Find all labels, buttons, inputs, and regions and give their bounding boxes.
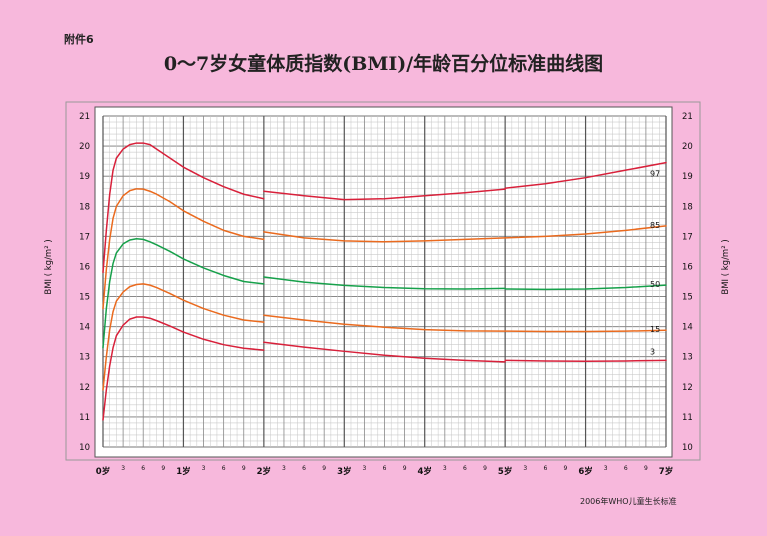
y-tick-label: 14 <box>79 323 90 333</box>
x-tick-label-month: 6 <box>463 465 467 472</box>
x-tick-label-year: 2岁 <box>257 466 271 477</box>
x-tick-label-month: 3 <box>523 465 527 472</box>
y-tick-label: 12 <box>682 383 693 393</box>
percentile-curves <box>102 142 667 421</box>
percentile-curve-p50 <box>102 238 265 349</box>
percentile-curve-p97 <box>504 161 667 189</box>
y-tick-label: 21 <box>79 112 90 122</box>
percentile-label-p15: 15 <box>650 325 660 334</box>
x-tick-label-month: 3 <box>282 465 286 472</box>
x-tick-label-year: 4岁 <box>418 466 432 477</box>
percentile-curve-p97 <box>263 188 506 201</box>
percentile-curve-p85 <box>263 231 506 243</box>
y-tick-label: 16 <box>682 262 693 272</box>
y-tick-label: 15 <box>79 293 90 303</box>
percentile-curve-p97 <box>102 142 265 274</box>
percentile-label-p50: 50 <box>650 280 660 289</box>
y-tick-label: 18 <box>79 202 90 212</box>
percentile-curve-p50 <box>263 276 506 290</box>
x-tick-label-month: 3 <box>443 465 447 472</box>
y-tick-label: 10 <box>79 443 90 453</box>
x-tick-label-month: 3 <box>202 465 206 472</box>
x-tick-label-month: 6 <box>383 465 387 472</box>
y-tick-label: 16 <box>79 262 90 272</box>
x-tick-label-month: 3 <box>121 465 125 472</box>
percentile-curve-p85 <box>102 188 265 310</box>
plot-frame-outer <box>65 101 701 461</box>
y-tick-label: 21 <box>682 112 693 122</box>
percentile-labels: 97 85 50 15 3 <box>650 170 660 357</box>
y-tick-labels-right: 10 11 12 13 14 15 16 17 18 19 20 21 <box>682 112 693 453</box>
x-tick-label-year: 6岁 <box>578 466 592 477</box>
percentile-curve-p15 <box>102 283 265 391</box>
y-tick-label: 19 <box>79 172 90 182</box>
x-tick-label-month: 9 <box>242 465 246 472</box>
x-tick-label-month: 6 <box>302 465 306 472</box>
grid-lines <box>102 115 667 448</box>
x-tick-label-year: 5岁 <box>498 466 512 477</box>
y-tick-label: 14 <box>682 323 693 333</box>
percentile-curve-p15 <box>263 314 506 332</box>
y-tick-label: 11 <box>79 413 90 423</box>
x-tick-label-month: 9 <box>403 465 407 472</box>
x-tick-label-month: 9 <box>483 465 487 472</box>
y-tick-label: 15 <box>682 293 693 303</box>
x-tick-label-month: 9 <box>322 465 326 472</box>
y-tick-label: 20 <box>79 142 90 152</box>
y-tick-label: 10 <box>682 443 693 453</box>
y-tick-label: 17 <box>682 232 693 242</box>
x-tick-label-month: 6 <box>543 465 547 472</box>
x-tick-label-month: 3 <box>362 465 366 472</box>
percentile-label-p3: 3 <box>650 347 655 356</box>
percentile-label-p85: 85 <box>650 221 660 230</box>
x-tick-label-month: 6 <box>222 465 226 472</box>
percentile-curve-p3 <box>263 341 506 363</box>
y-axis-label-left: BMI ( kg/m² ) <box>44 239 54 294</box>
percentile-curve-p85 <box>504 225 667 239</box>
x-tick-label-year: 3岁 <box>337 466 351 477</box>
percentile-curve-p3 <box>102 316 265 421</box>
source-note: 2006年WHO儿童生长标准 <box>580 497 677 506</box>
y-tick-label: 19 <box>682 172 693 182</box>
x-tick-labels: 0岁 3 6 9 1岁 3 6 9 2岁 3 6 9 3岁 3 6 9 4岁 3 6 9 5岁 3 6 9 6岁 3 6 9 7岁 <box>96 465 673 477</box>
percentile-label-p97: 97 <box>650 170 660 179</box>
x-tick-label-year: 0岁 <box>96 466 110 477</box>
page-title: 0～7岁女童体质指数(BMI)/年龄百分位标准曲线图 <box>163 53 604 75</box>
x-tick-label-month: 6 <box>141 465 145 472</box>
y-tick-label: 12 <box>79 383 90 393</box>
x-tick-label-month: 6 <box>624 465 628 472</box>
x-tick-label-month: 9 <box>161 465 165 472</box>
y-tick-label: 20 <box>682 142 693 152</box>
x-tick-label-month: 9 <box>644 465 648 472</box>
y-tick-label: 13 <box>682 353 693 363</box>
y-axis-label-right: BMI ( kg/m² ) <box>721 239 731 294</box>
y-tick-label: 18 <box>682 202 693 212</box>
x-tick-label-month: 9 <box>564 465 568 472</box>
x-tick-label-year: 1岁 <box>176 466 190 477</box>
y-tick-label: 13 <box>79 353 90 363</box>
y-tick-labels-left: 10 11 12 13 14 15 16 17 18 19 20 21 <box>79 112 90 453</box>
x-tick-label-month: 3 <box>604 465 608 472</box>
annex-label: 附件6 <box>64 33 94 46</box>
y-tick-label: 11 <box>682 413 693 423</box>
percentile-curve-p15 <box>504 329 667 333</box>
x-tick-label-year: 7岁 <box>659 466 673 477</box>
y-tick-label: 17 <box>79 232 90 242</box>
percentile-curve-p50 <box>504 284 667 291</box>
percentile-curve-p3 <box>504 359 667 362</box>
